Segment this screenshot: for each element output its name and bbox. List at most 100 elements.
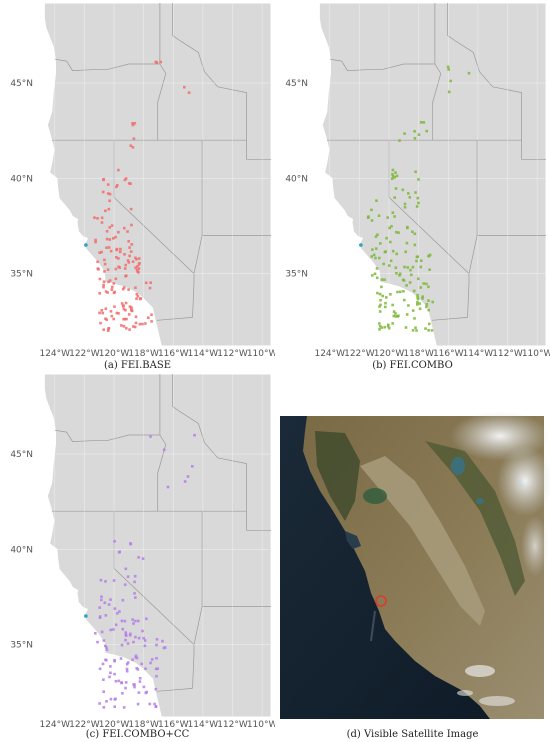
fire-point [96, 260, 99, 264]
fire-point [126, 642, 130, 645]
fire-point [107, 327, 110, 331]
caption-b: (b) FEI.COMBO [372, 360, 453, 371]
fire-point [398, 274, 401, 277]
fire-point [415, 329, 418, 332]
fire-point [380, 278, 384, 281]
lon-tick-label: 124°W [39, 349, 70, 359]
fire-point [183, 85, 186, 89]
fire-point [422, 121, 426, 124]
fire-point [134, 256, 137, 260]
fire-point [384, 301, 387, 305]
fire-point [385, 296, 388, 299]
fire-point [415, 259, 418, 263]
fire-point [127, 313, 131, 316]
state-boundary [157, 374, 167, 512]
fire-point [127, 288, 130, 291]
fire-point [105, 658, 108, 662]
fire-point [103, 262, 107, 266]
fire-point [406, 266, 409, 269]
fire-point [374, 256, 377, 260]
fire-point [117, 265, 120, 269]
fire-point [104, 290, 108, 293]
fire-point [121, 598, 125, 602]
fire-point [384, 250, 387, 253]
fire-point [154, 705, 158, 709]
fire-point [427, 254, 431, 258]
lat-tick-label: 35°N [285, 270, 308, 280]
fire-point [137, 556, 140, 559]
fire-point [133, 122, 137, 125]
fire-point [109, 249, 113, 253]
fire-point [394, 187, 398, 190]
fire-point [396, 315, 399, 318]
fire-point [112, 628, 115, 631]
fire-point [417, 277, 420, 281]
fire-point [404, 326, 408, 329]
fire-point [389, 259, 393, 263]
fire-point [117, 257, 120, 260]
fire-point [99, 578, 103, 582]
fire-point [112, 317, 115, 321]
fire-point [425, 129, 428, 133]
fire-point [394, 266, 398, 269]
fire-point [413, 317, 416, 320]
fire-point [378, 325, 382, 328]
fire-point [416, 297, 420, 301]
fire-point [100, 595, 103, 598]
fire-point [403, 206, 407, 209]
fire-point [133, 574, 137, 578]
fire-point [379, 298, 382, 302]
fire-point [391, 173, 394, 176]
fire-point [109, 598, 112, 601]
fire-point [137, 619, 140, 623]
fire-point [144, 691, 148, 695]
fire-point [410, 273, 413, 277]
fire-point [98, 615, 102, 618]
lon-tick-label: 114°W [188, 349, 219, 359]
fire-point [155, 674, 158, 678]
state-boundary [447, 3, 522, 93]
fire-point [102, 706, 106, 709]
fire-point [154, 667, 158, 671]
fire-point [392, 310, 396, 313]
fire-point [405, 241, 409, 245]
fire-point [449, 79, 452, 83]
fire-point [134, 654, 138, 658]
fire-point [144, 281, 148, 285]
fire-point [376, 233, 379, 236]
fire-point [141, 322, 144, 326]
fire-point [416, 293, 419, 297]
fire-point [123, 226, 126, 230]
fire-point [113, 705, 116, 708]
fire-point [138, 322, 142, 326]
fire-point [100, 216, 104, 220]
fire-point [387, 323, 390, 327]
fire-point [106, 268, 110, 271]
fire-point [122, 706, 126, 709]
fire-point [145, 617, 148, 621]
fire-point [105, 648, 109, 652]
fire-point [94, 238, 97, 242]
state-boundary [432, 3, 442, 141]
fire-point [125, 317, 128, 321]
lon-tick-label: 112°W [217, 349, 248, 359]
fire-point [391, 211, 395, 214]
lon-tick-label: 122°W [69, 720, 100, 730]
fire-point [107, 603, 111, 606]
fire-point [446, 65, 450, 69]
fire-point [391, 303, 394, 307]
state-boundary [246, 140, 271, 160]
fire-point [387, 326, 391, 330]
fire-point [124, 308, 127, 312]
fire-point [114, 277, 118, 281]
fire-point [121, 692, 124, 695]
lat-tick-label: 45°N [10, 79, 33, 89]
fire-point [159, 60, 162, 64]
fire-point [379, 242, 382, 245]
fire-point [101, 662, 105, 666]
fire-point [415, 205, 419, 208]
fire-point [380, 326, 384, 329]
lon-tick-label: 120°W [99, 349, 130, 359]
fire-point [403, 202, 407, 206]
fire-point [105, 700, 108, 703]
